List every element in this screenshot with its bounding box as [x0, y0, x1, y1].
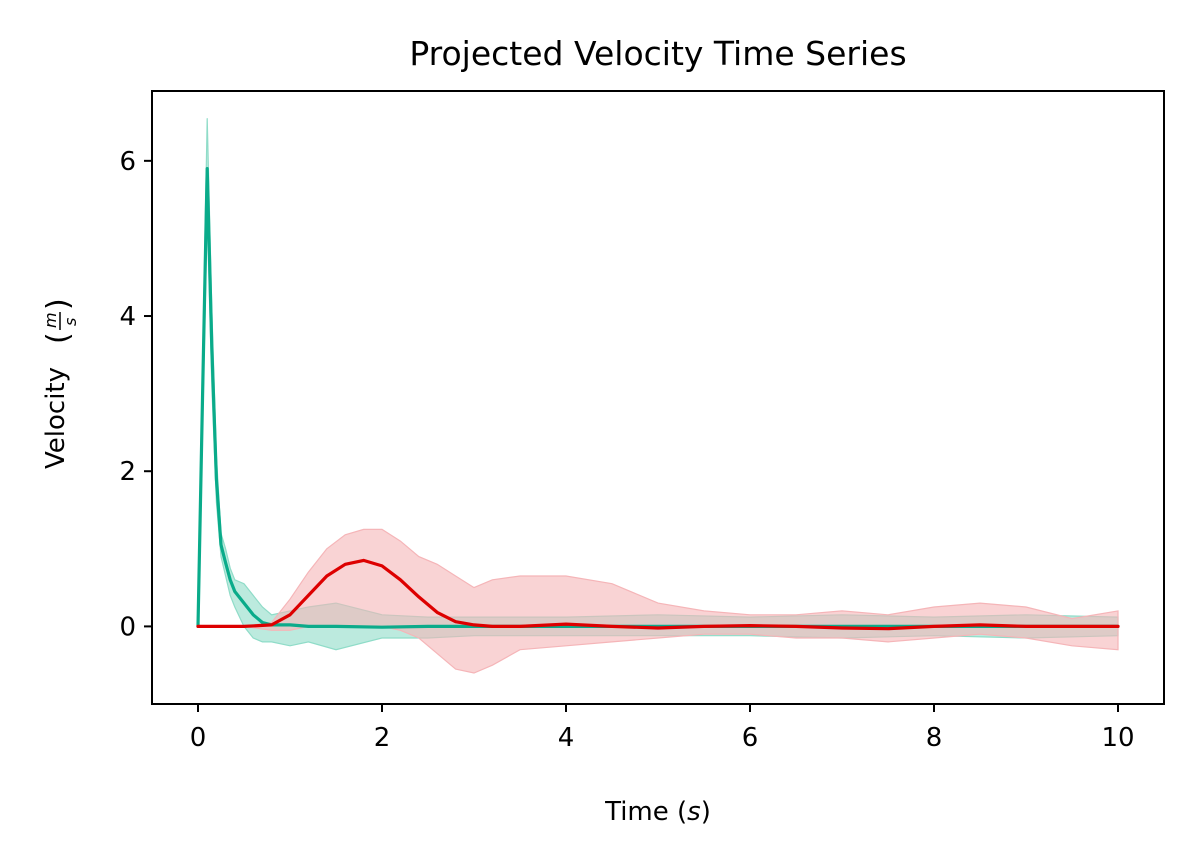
- x-axis-label-unit: s: [687, 797, 701, 827]
- x-tick-label: 8: [926, 723, 943, 753]
- series-2-line: [196, 558, 1120, 631]
- y-axis-label-unit-numerator: m: [41, 312, 60, 328]
- x-axis-label-text: Time (: [604, 797, 687, 827]
- y-tick-label: 2: [119, 457, 136, 487]
- x-tick-label: 4: [558, 723, 575, 753]
- y-tick-label: 6: [119, 147, 136, 177]
- x-axis: 0 2 4 6 8 10: [190, 704, 1135, 753]
- chart-title: Projected Velocity Time Series: [409, 34, 906, 73]
- x-tick-label: 2: [374, 723, 391, 753]
- axes-frame: [151, 90, 1165, 705]
- plot-area: [196, 118, 1120, 674]
- y-axis-label-close-paren: ): [41, 298, 76, 310]
- x-tick-label: 6: [742, 723, 759, 753]
- series-2-band: [198, 528, 1119, 674]
- y-axis-label-text: Velocity: [41, 367, 71, 469]
- y-tick-label: 4: [119, 302, 136, 332]
- y-tick-label: 0: [119, 612, 136, 642]
- x-tick-label: 0: [190, 723, 207, 753]
- series-group: [196, 118, 1120, 674]
- y-axis-label-open-paren: (: [41, 332, 76, 344]
- y-axis-label: Velocity ( m s ): [41, 298, 80, 469]
- x-axis-label: Time (s): [604, 797, 711, 827]
- x-axis-label-close: ): [701, 797, 711, 827]
- y-axis: 0 2 4 6: [119, 147, 152, 642]
- y-axis-label-unit-denominator: s: [61, 318, 80, 326]
- x-tick-label: 10: [1101, 723, 1134, 753]
